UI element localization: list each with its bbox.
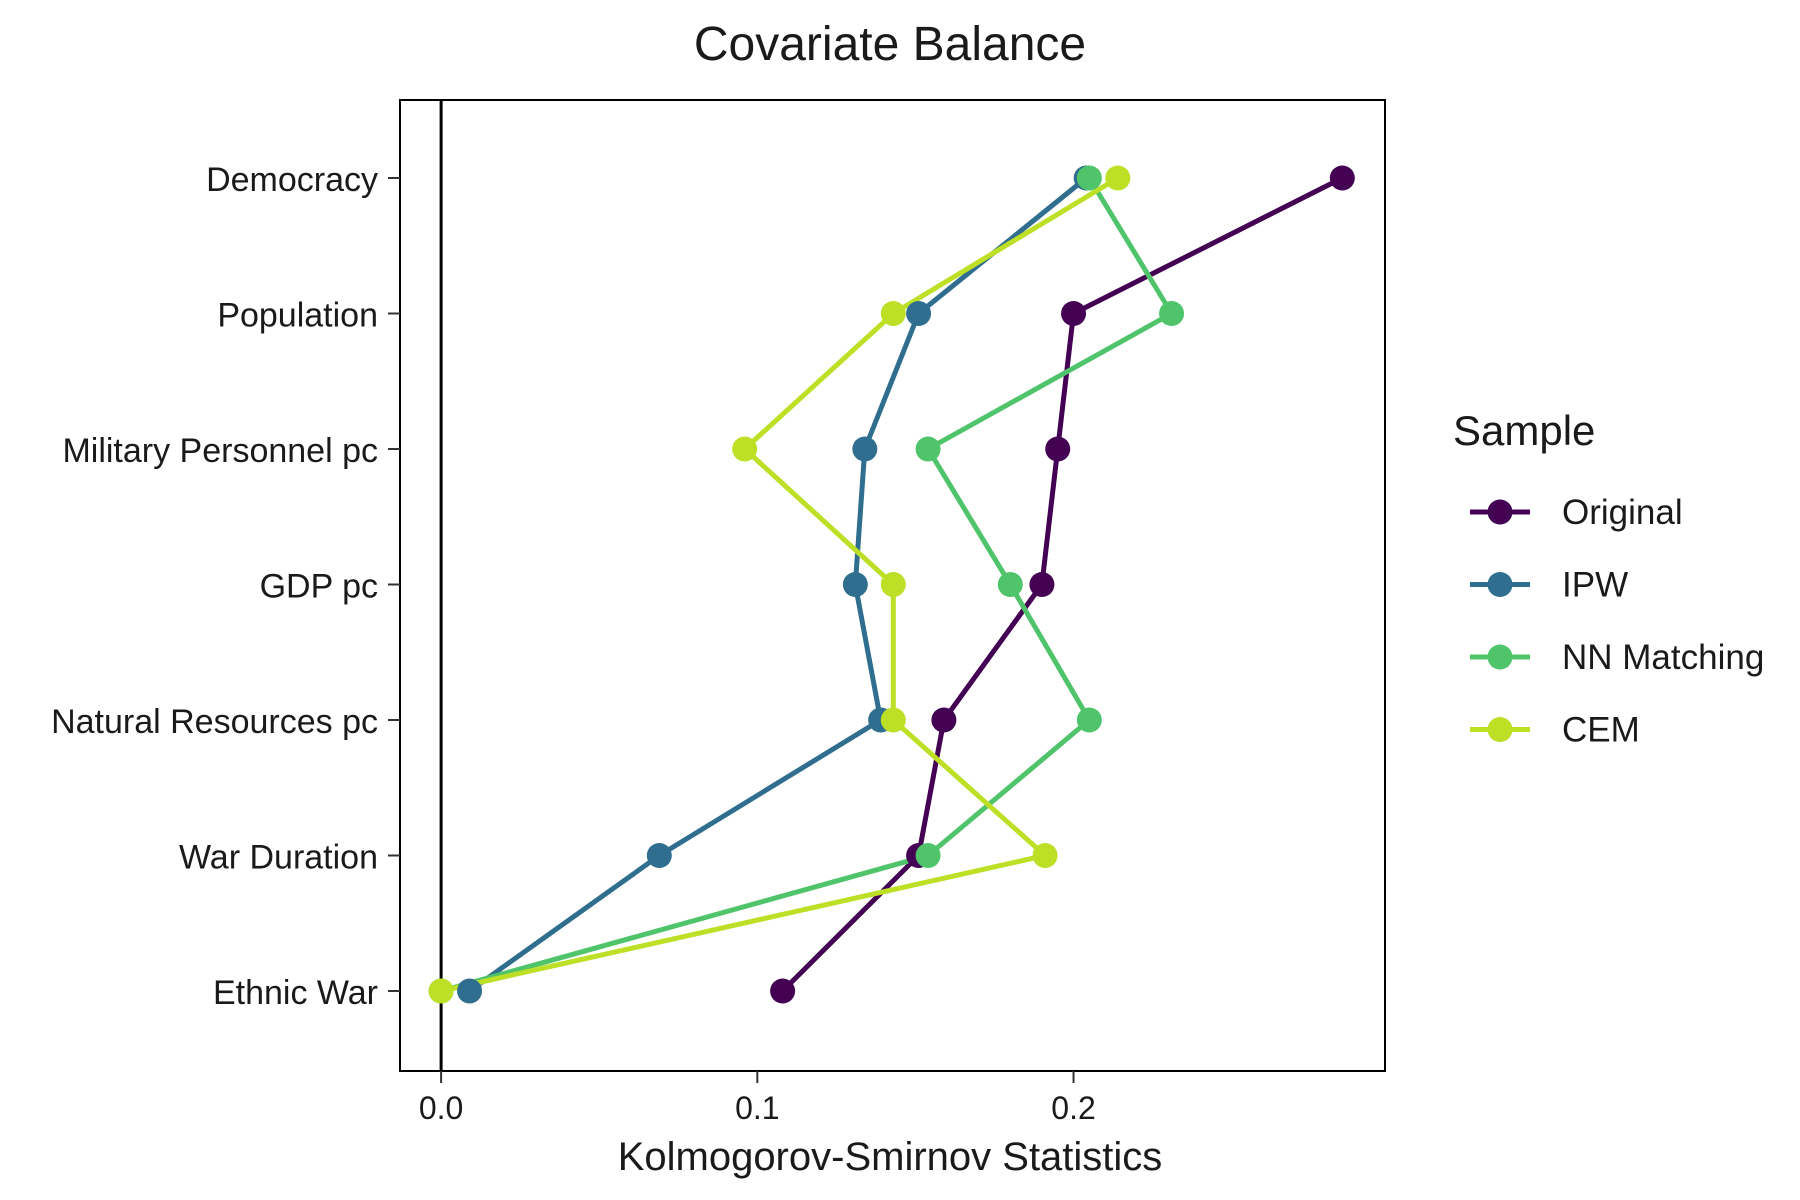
- y-tick-label: GDP pc: [260, 568, 378, 606]
- data-point-ipw: [906, 301, 932, 326]
- data-point-ipw: [457, 978, 483, 1004]
- data-point-nn-matching: [1076, 707, 1102, 733]
- data-point-nn-matching: [915, 843, 941, 868]
- data-point-ipw: [646, 843, 672, 868]
- x-tick-label: 0.0: [419, 1090, 463, 1126]
- y-tick-label: Ethnic War: [213, 974, 378, 1012]
- data-point-nn-matching: [915, 436, 941, 462]
- data-point-original: [1029, 572, 1055, 597]
- y-tick-label: Democracy: [206, 161, 378, 199]
- data-point-original: [931, 707, 957, 733]
- data-point-nn-matching: [1159, 301, 1185, 326]
- plot-area: Democracy Population Military Personnel pc…: [51, 99, 1386, 1126]
- data-point-cem: [1105, 165, 1131, 191]
- data-point-cem: [880, 301, 906, 326]
- legend-key-point-nn-matching: [1487, 644, 1513, 670]
- series-line-nn-matching: [440, 176, 1175, 994]
- x-axis-label: Kolmogorov-Smirnov Statistics: [618, 1135, 1163, 1179]
- legend-label-cem: CEM: [1562, 711, 1640, 750]
- y-tick-label: Military Personnel pc: [62, 432, 378, 470]
- data-point-original: [1329, 165, 1355, 191]
- x-tick-label: 0.2: [1051, 1090, 1095, 1126]
- legend-label-original: Original: [1562, 493, 1683, 532]
- data-point-cem: [732, 436, 758, 462]
- data-point-nn-matching: [997, 572, 1023, 597]
- y-tick-label: Population: [217, 297, 378, 335]
- legend-key-point-cem: [1487, 717, 1513, 742]
- data-point-original: [1045, 436, 1071, 462]
- chart-title: Covariate Balance: [694, 18, 1086, 71]
- data-point-ipw: [852, 436, 878, 462]
- data-point-ipw: [842, 572, 868, 597]
- data-point-original: [770, 978, 796, 1004]
- legend-title: Sample: [1453, 407, 1595, 454]
- legend-key-point-original: [1487, 499, 1513, 525]
- x-tick-label: 0.1: [735, 1090, 779, 1126]
- y-tick-label: Natural Resources pc: [51, 703, 378, 741]
- data-point-cem: [880, 572, 906, 597]
- data-point-cem: [880, 707, 906, 733]
- legend-key-point-ipw: [1487, 572, 1513, 597]
- data-point-nn-matching: [1076, 165, 1102, 191]
- y-tick-label: War Duration: [179, 839, 378, 877]
- data-point-cem: [428, 978, 454, 1004]
- legend: Sample Original IPW NN Matching CEM: [1453, 407, 1764, 750]
- legend-label-ipw: IPW: [1562, 566, 1628, 605]
- data-point-original: [1061, 301, 1087, 326]
- legend-label-nn-matching: NN Matching: [1562, 638, 1764, 677]
- data-point-cem: [1032, 843, 1058, 868]
